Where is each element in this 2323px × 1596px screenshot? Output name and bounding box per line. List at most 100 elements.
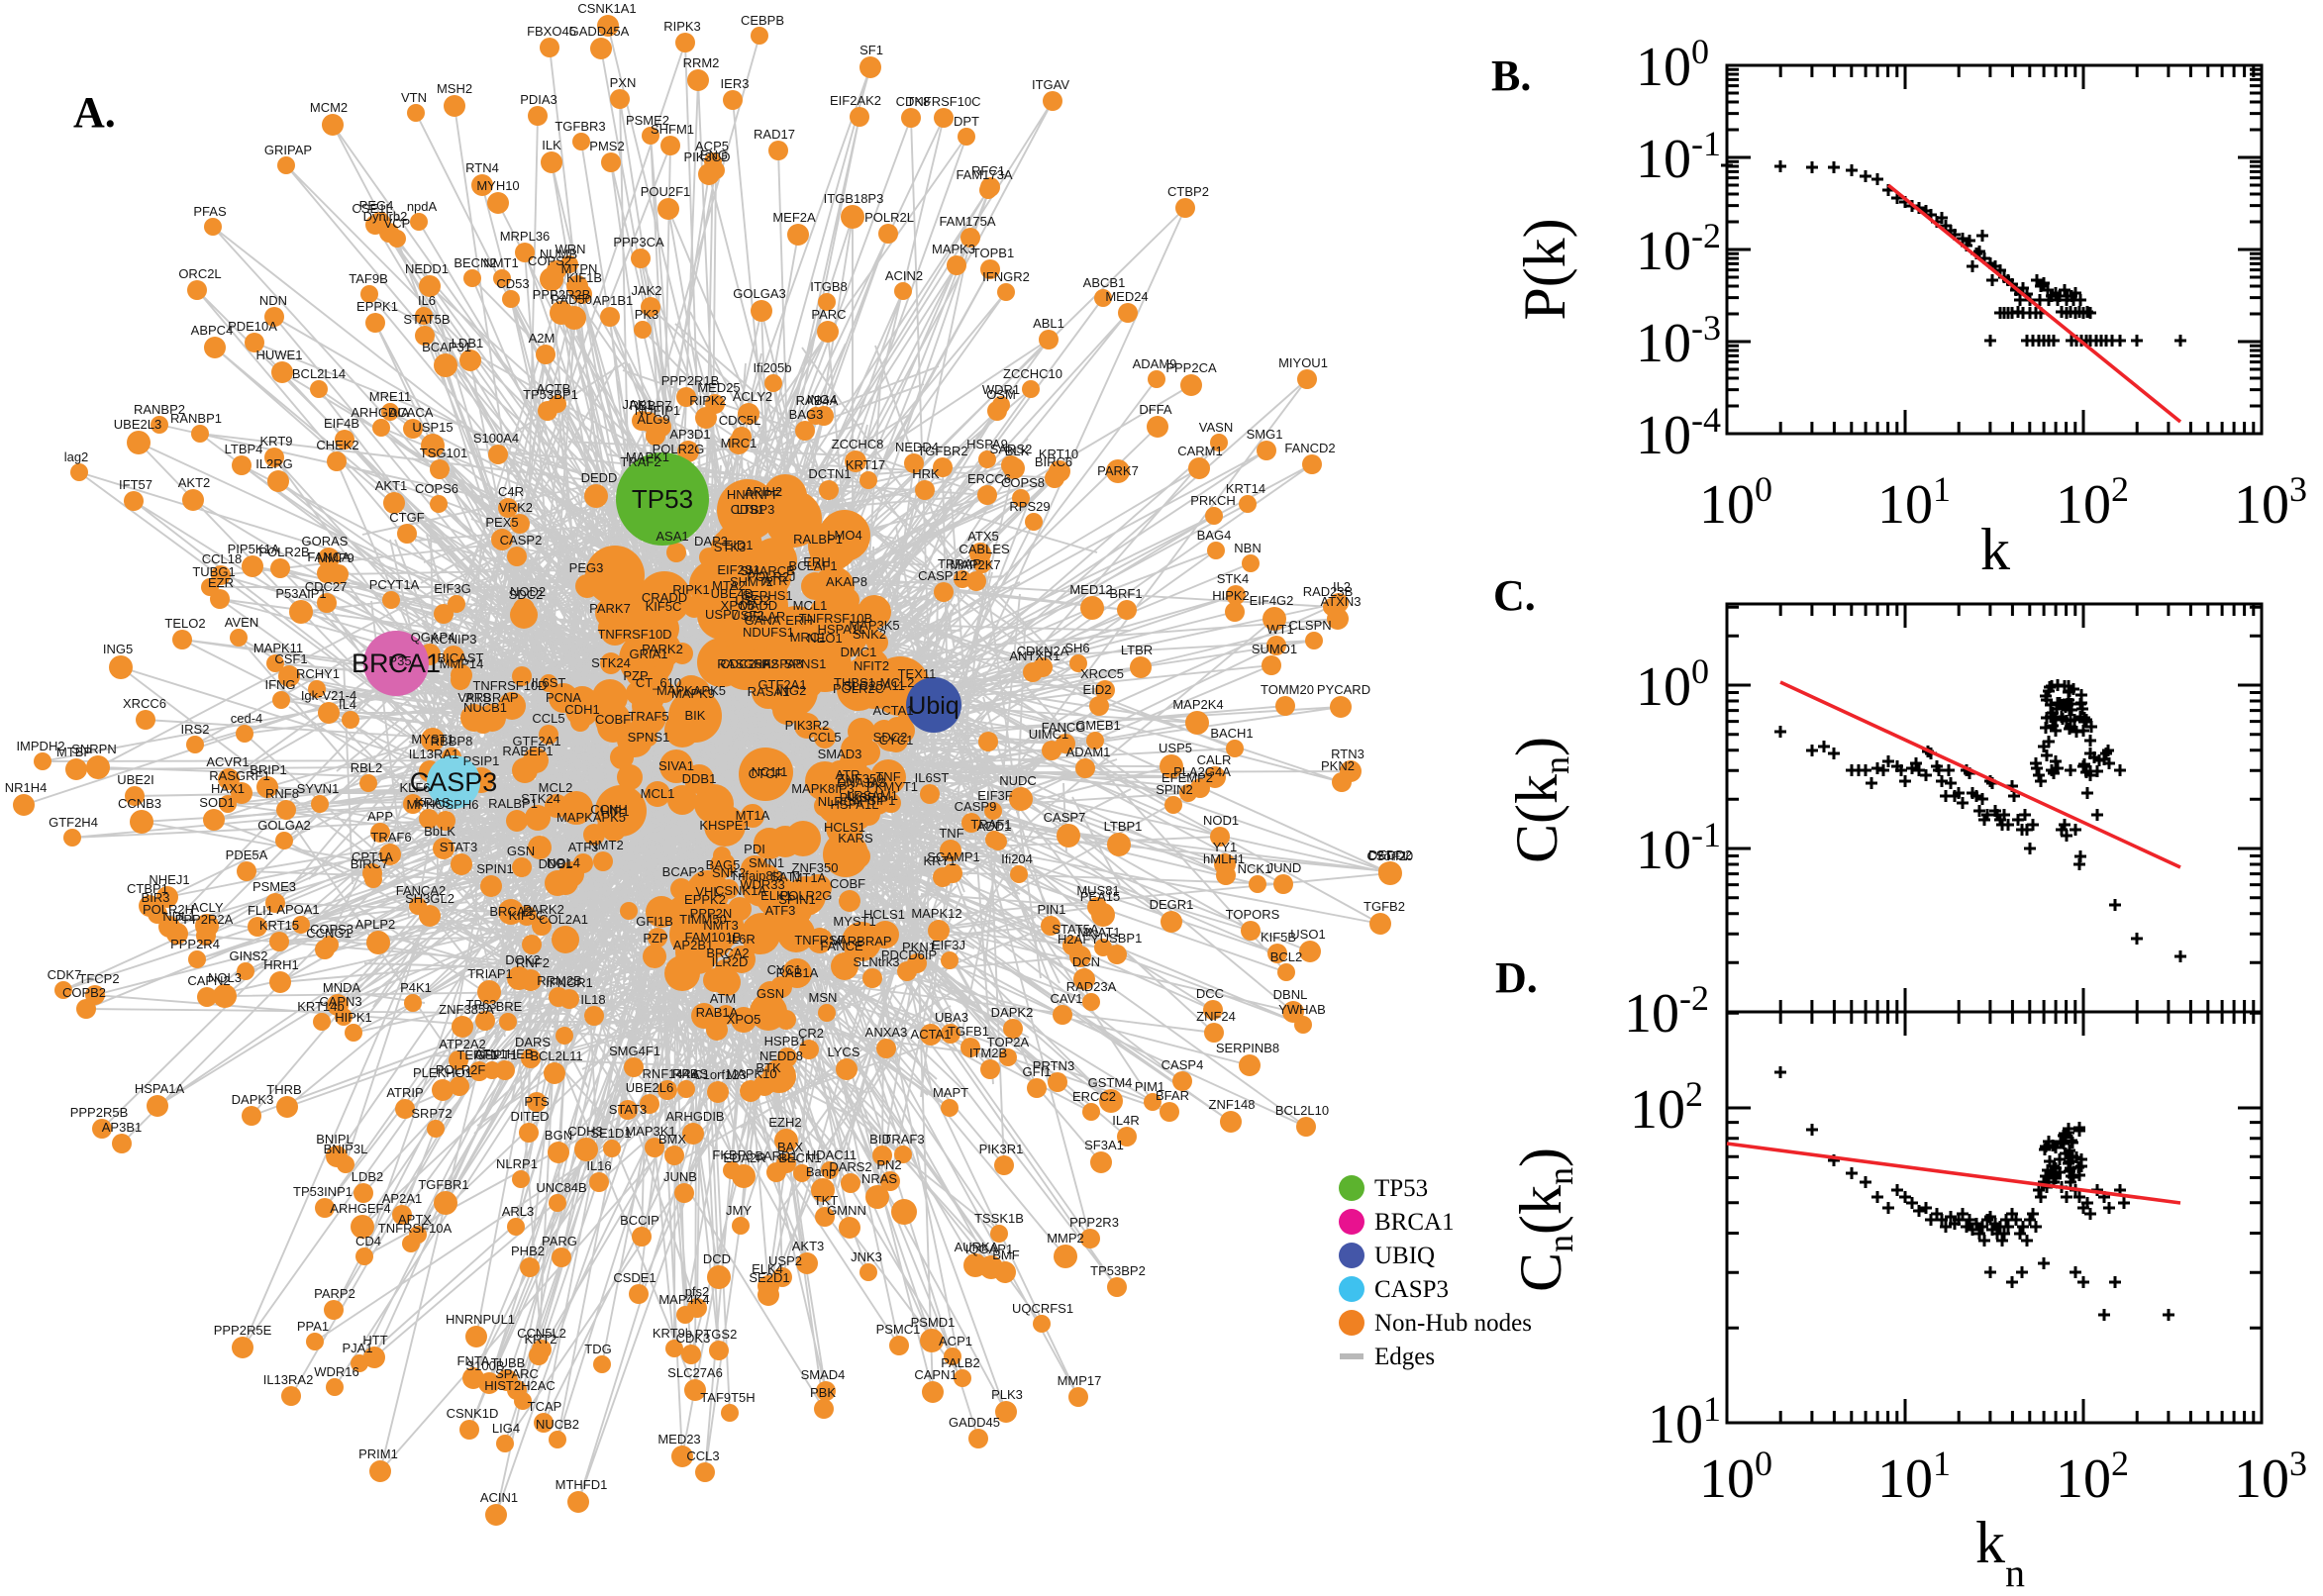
svg-text:FAM101B: FAM101B (684, 930, 741, 945)
svg-text:CFLAR: CFLAR (744, 609, 786, 624)
svg-text:SH3GL2: SH3GL2 (405, 891, 454, 906)
svg-text:IL16: IL16 (586, 1158, 611, 1173)
svg-text:A.: A. (73, 88, 116, 137)
svg-text:NUCB1: NUCB1 (463, 700, 507, 715)
svg-text:DNAJA3: DNAJA3 (837, 775, 886, 790)
svg-text:SCAMP1: SCAMP1 (927, 849, 979, 864)
svg-text:BGN: BGN (545, 1128, 572, 1143)
svg-text:PPA1: PPA1 (297, 1319, 329, 1334)
svg-text:ZNF24: ZNF24 (1196, 1009, 1236, 1024)
svg-text:LDB2: LDB2 (352, 1169, 384, 1184)
svg-text:CPT1A: CPT1A (352, 849, 393, 864)
svg-text:CYC1: CYC1 (879, 733, 914, 748)
svg-text:UBE2L3: UBE2L3 (114, 417, 161, 432)
svg-text:NUDC: NUDC (999, 773, 1037, 788)
svg-text:CASP2: CASP2 (500, 533, 543, 548)
svg-text:MMP9: MMP9 (317, 550, 354, 565)
svg-text:MCL2: MCL2 (880, 675, 915, 690)
svg-text:NEO1: NEO1 (807, 631, 842, 646)
svg-text:GRIPAP: GRIPAP (264, 143, 312, 157)
svg-text:MAPK12: MAPK12 (911, 906, 961, 921)
svg-text:MAP4K4: MAP4K4 (658, 1292, 709, 1307)
svg-text:TNFRSF10D: TNFRSF10D (597, 627, 671, 642)
svg-text:CDC25A: CDC25A (720, 656, 771, 671)
svg-text:IL6ST: IL6ST (532, 675, 566, 690)
svg-text:RCHY1: RCHY1 (296, 666, 340, 681)
svg-text:CDK3: CDK3 (676, 1331, 711, 1346)
svg-text:BACH1: BACH1 (1210, 726, 1253, 741)
svg-text:TKT: TKT (814, 1193, 839, 1208)
svg-text:KIF1B: KIF1B (566, 270, 602, 285)
svg-text:GSTM4: GSTM4 (1088, 1075, 1133, 1090)
svg-text:POLR2G: POLR2G (653, 442, 705, 456)
svg-text:PRKCH: PRKCH (1190, 493, 1236, 508)
svg-text:VARBRAP: VARBRAP (457, 690, 518, 705)
svg-text:ATN1HEB: ATN1HEB (475, 1047, 534, 1061)
svg-text:BRE: BRE (496, 999, 523, 1014)
svg-text:DMC1: DMC1 (841, 645, 877, 659)
svg-text:ANXA3: ANXA3 (865, 1025, 908, 1040)
svg-text:SH6: SH6 (1064, 641, 1089, 655)
svg-text:CDC5L: CDC5L (719, 413, 761, 428)
svg-text:EZH2: EZH2 (768, 1115, 801, 1130)
svg-text:EPPK2: EPPK2 (684, 892, 726, 907)
svg-text:MRPL36: MRPL36 (500, 229, 551, 244)
svg-text:MAP2K4: MAP2K4 (1172, 697, 1223, 712)
svg-text:GINS2: GINS2 (229, 948, 267, 963)
svg-text:JAK2: JAK2 (631, 283, 661, 298)
svg-text:CSE1L: CSE1L (352, 201, 392, 216)
svg-text:hMLH1: hMLH1 (1203, 851, 1245, 866)
svg-text:NDN: NDN (259, 293, 287, 308)
svg-text:PIK3R1: PIK3R1 (979, 1142, 1024, 1156)
svg-text:PARP2: PARP2 (314, 1286, 355, 1301)
svg-text:ZNF385A: ZNF385A (439, 1002, 494, 1017)
svg-text:TERF1: TERF1 (456, 1047, 497, 1062)
svg-text:CHEK2: CHEK2 (316, 438, 358, 452)
svg-text:PPP2R5B: PPP2R5B (70, 1105, 129, 1120)
svg-text:ITGB18P3: ITGB18P3 (824, 191, 884, 206)
svg-text:MTBP: MTBP (56, 745, 92, 759)
svg-text:MAPK8IP3: MAPK8IP3 (791, 781, 855, 796)
svg-text:LTBP1: LTBP1 (1104, 819, 1143, 834)
svg-text:PFAS: PFAS (193, 204, 227, 219)
svg-text:TNF: TNF (939, 826, 963, 841)
svg-text:ARHGDIA: ARHGDIA (351, 405, 410, 420)
svg-text:P53AIP1: P53AIP1 (275, 586, 326, 601)
svg-text:RIPK3: RIPK3 (663, 19, 701, 34)
svg-text:FANCA2: FANCA2 (396, 883, 447, 898)
svg-text:USP5: USP5 (1159, 741, 1192, 755)
svg-text:BFAR: BFAR (1156, 1088, 1189, 1103)
svg-text:KRT17: KRT17 (846, 457, 885, 472)
svg-text:PZP: PZP (623, 668, 648, 683)
svg-text:DDB1: DDB1 (682, 771, 717, 786)
svg-text:LTBP4: LTBP4 (225, 442, 263, 456)
svg-text:NOL3: NOL3 (208, 970, 242, 985)
svg-text:EDA2R: EDA2R (723, 1150, 765, 1165)
svg-text:PLA2G4A: PLA2G4A (1173, 764, 1231, 779)
svg-text:COBF: COBF (830, 876, 865, 891)
svg-text:PPP2R2B: PPP2R2B (533, 287, 591, 302)
svg-text:MAPKAPK5: MAPKAPK5 (656, 683, 726, 698)
svg-text:RASGRF2: RASGRF2 (717, 656, 777, 671)
svg-text:CCL3: CCL3 (686, 1448, 719, 1463)
svg-text:IL6R: IL6R (728, 932, 755, 947)
svg-text:BICAST: BICAST (438, 650, 484, 665)
svg-text:PIK3R2: PIK3R2 (785, 718, 830, 733)
svg-text:IRS2: IRS2 (181, 722, 210, 737)
svg-text:PARK2: PARK2 (523, 902, 564, 917)
svg-text:PDE10A: PDE10A (228, 319, 277, 334)
svg-text:CRADD: CRADD (642, 590, 687, 605)
svg-text:BAG3: BAG3 (789, 407, 824, 422)
svg-text:PPP2R5E: PPP2R5E (214, 1323, 272, 1338)
svg-text:SPNS1: SPNS1 (784, 656, 827, 671)
svg-text:k: k (1980, 517, 2010, 582)
svg-text:HNRNPF: HNRNPF (727, 487, 780, 502)
svg-text:npdA: npdA (407, 199, 438, 214)
svg-text:RAD50: RAD50 (551, 292, 592, 307)
svg-text:GMEB1: GMEB1 (1075, 718, 1121, 733)
svg-text:TRAF3: TRAF3 (883, 1132, 924, 1147)
svg-text:SMARCB: SMARCB (740, 563, 795, 578)
svg-text:ced-4: ced-4 (231, 711, 263, 726)
svg-text:P(k): P(k) (1512, 218, 1577, 320)
svg-text:TP63: TP63 (465, 997, 496, 1012)
